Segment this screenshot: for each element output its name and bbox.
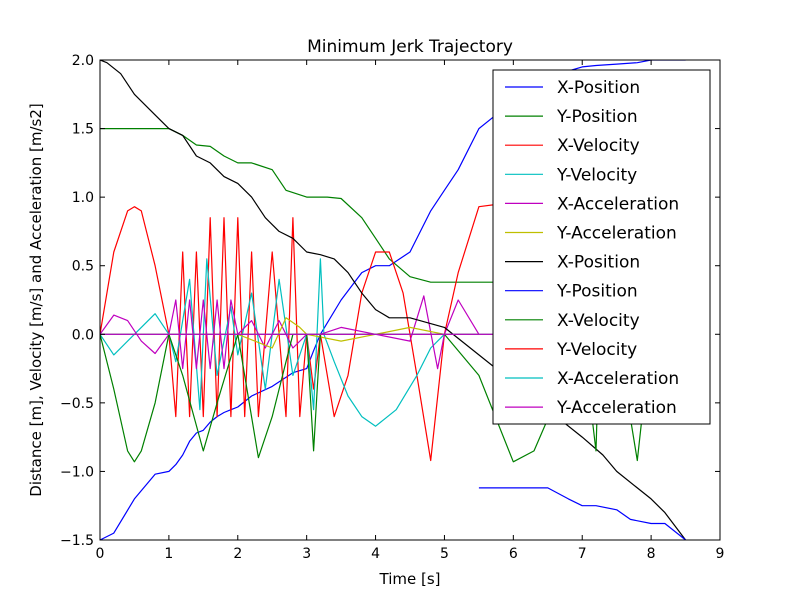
legend-label: X-Position xyxy=(557,253,640,273)
x-tick-label: 8 xyxy=(647,546,656,562)
y-axis-label: Distance [m], Velocity [m/s] and Acceler… xyxy=(27,103,45,496)
x-tick-label: 9 xyxy=(716,546,725,562)
legend-label: Y-Position xyxy=(556,107,638,127)
x-tick-label: 5 xyxy=(440,546,449,562)
legend-label: X-Velocity xyxy=(557,136,640,156)
legend-label: Y-Velocity xyxy=(556,340,637,360)
plot-frame xyxy=(99,59,721,541)
x-tick-label: 3 xyxy=(302,546,311,562)
y-tick-label: 0.0 xyxy=(72,327,94,343)
legend-label: X-Position xyxy=(557,78,640,98)
x-tick-label: 4 xyxy=(371,546,380,562)
ticks-layer: 0 1 2 3 4 5 6 7 8 9 −1.5 −1.0 −0.5 0.0 0.5 1.0 1.5 2.0 xyxy=(60,53,724,562)
legend-label: Y-Acceleration xyxy=(556,398,677,418)
legend: X-Position Y-Position X-Velocity Y-Velocity… xyxy=(492,69,711,425)
x-tick-label: 1 xyxy=(164,546,173,562)
series-line-4 xyxy=(100,295,480,370)
y-tick-label: −0.5 xyxy=(60,396,94,412)
series-line-6 xyxy=(100,60,687,540)
legend-label: Y-Position xyxy=(556,282,638,302)
x-tick-label: 6 xyxy=(509,546,518,562)
y-tick-label: −1.0 xyxy=(60,464,94,480)
series-line-3 xyxy=(100,258,479,427)
x-tick-label: 2 xyxy=(233,546,242,562)
chart-title: Minimum Jerk Trajectory xyxy=(307,37,513,57)
legend-label: X-Acceleration xyxy=(557,369,679,389)
x-tick-label: 0 xyxy=(96,546,105,562)
y-tick-label: 0.5 xyxy=(72,259,94,275)
legend-box xyxy=(492,69,711,425)
y-tick-label: 1.0 xyxy=(72,190,94,206)
x-tick-label: 7 xyxy=(578,546,587,562)
legend-label: Y-Acceleration xyxy=(556,224,677,244)
y-tick-label: −1.5 xyxy=(60,533,94,549)
legend-label: Y-Velocity xyxy=(556,165,637,185)
y-tick-label: 2.0 xyxy=(72,53,94,69)
legend-label: X-Acceleration xyxy=(557,194,679,214)
legend-label: X-Velocity xyxy=(557,311,640,331)
series-line-7 xyxy=(478,487,686,540)
x-axis-label: Time [s] xyxy=(379,570,441,588)
y-tick-label: 1.5 xyxy=(72,122,94,138)
series-layer xyxy=(100,60,687,540)
